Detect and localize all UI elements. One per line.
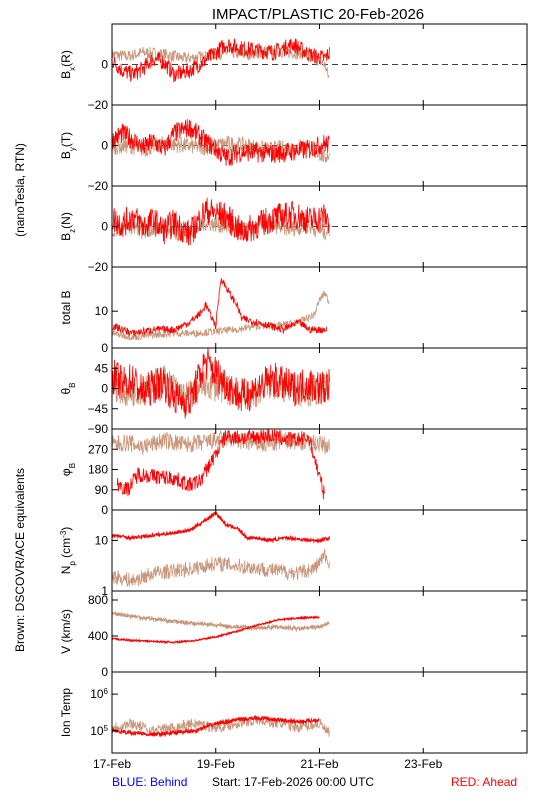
ytick-label-by-1: −20 <box>88 179 109 193</box>
ylabel-vsw: V (km/s) <box>59 609 73 654</box>
ylabel-by: By(T) <box>59 132 77 159</box>
x-axis: 17-Feb 19-Feb 21-Feb 23-Feb <box>93 757 443 771</box>
xtick-label-2: 21-Feb <box>300 757 338 771</box>
ytick-label-theta-0: 45 <box>95 361 109 375</box>
ylabel-theta: θB <box>59 382 77 394</box>
series-vsw-ahead <box>112 617 319 643</box>
series-group-theta <box>112 348 329 418</box>
series-group-btot <box>112 278 329 340</box>
ytick-label-theta-1: 0 <box>101 382 108 396</box>
panel-vsw: 800 400 0 V (km/s) <box>59 591 527 679</box>
ytick-label-phi-2: 90 <box>95 483 109 497</box>
series-vsw-brown <box>112 613 329 631</box>
ylabel-btot: total B <box>59 290 73 324</box>
ytick-label-bz-1: −20 <box>88 260 109 274</box>
panel-frame-np <box>112 510 527 591</box>
legend-behind: BLUE: Behind <box>112 775 187 789</box>
ytick-label-np-0: 10 <box>95 533 109 547</box>
ylabel-phi: φB <box>59 463 77 476</box>
start-time-label: Start: 17-Feb-2026 00:00 UTC <box>212 775 374 789</box>
panel-by: 0 −20 By(T) <box>59 105 527 193</box>
series-group-phi <box>112 430 329 500</box>
panel-stack: 0 −20 Bx(R) 0 −20 By(T) 0 −20 Bz(N) 10 0 total B 45 0… <box>59 24 528 753</box>
series-group-vsw <box>112 613 329 643</box>
panel-frame-vsw <box>112 591 527 672</box>
ytick-label-theta-2: −45 <box>88 402 109 416</box>
series-np-ahead <box>112 512 329 542</box>
ytick-label-temp-1: 105 <box>90 723 108 738</box>
ylabel-bx: Bx(R) <box>59 50 77 79</box>
panel-temp: 106 105 Ion Temp <box>59 672 527 753</box>
series-np-brown <box>112 549 329 587</box>
series-bz-ahead <box>112 198 329 246</box>
ytick-label-temp-0: 106 <box>90 687 108 702</box>
ytick-label-phi-3: 0 <box>101 503 108 517</box>
ytick-label-vsw-1: 400 <box>88 629 108 643</box>
chart-title: IMPACT/PLASTIC 20-Feb-2026 <box>212 6 424 23</box>
ytick-label-bx-0: 0 <box>101 58 108 72</box>
panel-phi: 270 180 90 0 φB <box>59 429 527 517</box>
ytick-label-bx-1: −20 <box>88 98 109 112</box>
xtick-label-3: 23-Feb <box>404 757 442 771</box>
series-group-np <box>112 512 329 586</box>
units-side-label: (nanoTesla, RTN) <box>13 143 27 237</box>
ylabel-bz: Bz(N) <box>59 212 77 241</box>
ytick-label-bz-0: 0 <box>101 220 108 234</box>
panel-theta: 45 0 −45 −90 θB <box>59 348 527 436</box>
series-group-by <box>112 119 329 166</box>
xtick-label-1: 19-Feb <box>197 757 235 771</box>
xtick-label-0: 17-Feb <box>93 757 131 771</box>
ytick-label-by-0: 0 <box>101 139 108 153</box>
ylabel-np: Np (cm-3) <box>59 527 77 575</box>
ytick-label-btot-0: 10 <box>95 304 109 318</box>
ytick-label-theta-3: −90 <box>88 422 109 436</box>
ytick-label-vsw-2: 0 <box>101 665 108 679</box>
series-group-bx <box>112 39 329 83</box>
ytick-label-btot-1: 0 <box>101 341 108 355</box>
panel-bz: 0 −20 Bz(N) <box>59 186 527 274</box>
panel-frame-btot <box>112 267 527 348</box>
brown-legend-side-label: Brown: DSCOVR/ACE equivalents <box>13 468 27 652</box>
ytick-label-phi-0: 270 <box>88 442 108 456</box>
series-group-bz <box>112 198 329 246</box>
ytick-label-vsw-0: 800 <box>88 593 108 607</box>
series-bx-ahead <box>112 39 329 83</box>
ytick-label-phi-1: 180 <box>88 463 108 477</box>
panel-bx: 0 −20 Bx(R) <box>59 24 527 112</box>
panel-frame-temp <box>112 672 527 753</box>
series-group-temp <box>112 715 329 737</box>
series-btot-ahead <box>112 278 327 336</box>
legend-ahead: RED: Ahead <box>451 775 517 789</box>
panel-btot: 10 0 total B <box>59 267 527 355</box>
ylabel-temp: Ion Temp <box>59 688 73 737</box>
